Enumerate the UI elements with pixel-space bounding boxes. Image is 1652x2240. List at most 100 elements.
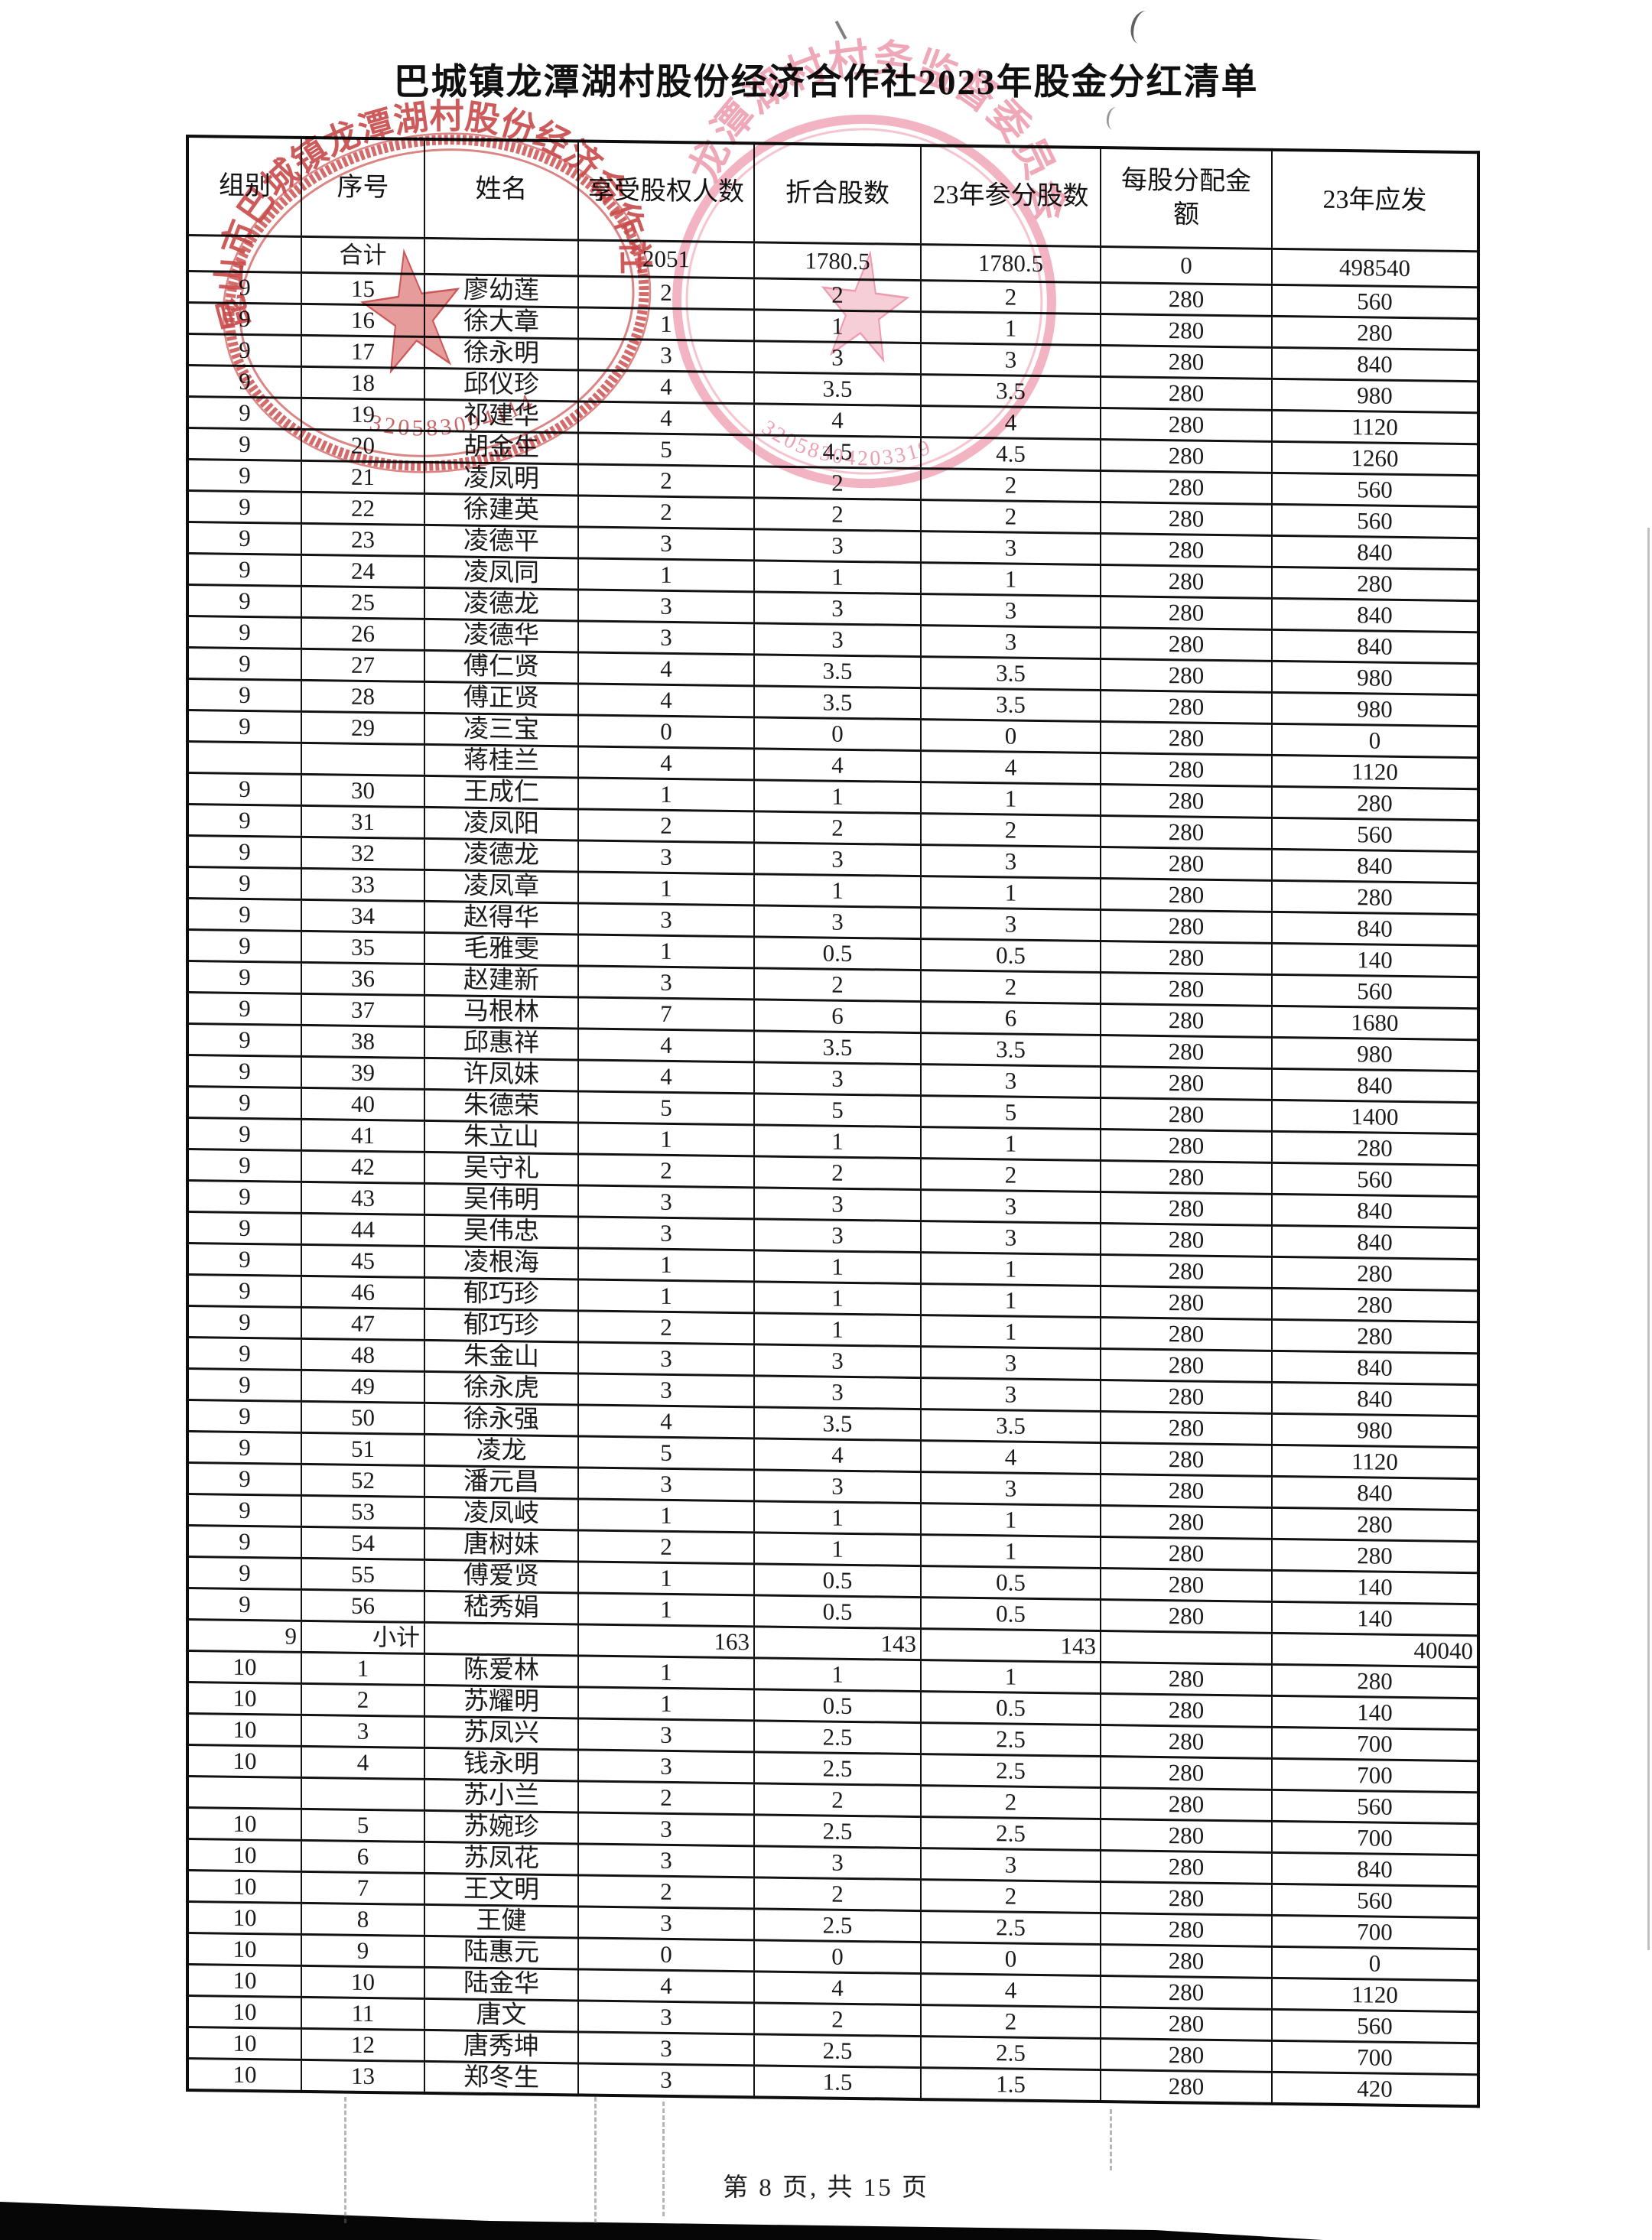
payable-cell: 140 <box>1272 1695 1478 1730</box>
serial-cell <box>301 743 424 776</box>
shares-23-cell: 3 <box>921 531 1101 565</box>
shares-23-cell: 0 <box>921 1942 1101 1976</box>
name-cell: 赵得华 <box>424 901 578 935</box>
shares-cell: 2 <box>754 1783 921 1817</box>
shares-23-cell: 1 <box>921 1283 1101 1318</box>
payable-cell: 560 <box>1272 1162 1478 1197</box>
payable-cell: 840 <box>1272 629 1478 664</box>
shares-23-cell: 2 <box>921 1785 1101 1819</box>
shares-cell: 1 <box>754 1532 921 1566</box>
holders-cell: 0 <box>578 714 754 749</box>
scan-artifact-line <box>1110 2109 1112 2170</box>
holders-cell: 2 <box>578 1874 754 1909</box>
group-cell: 9 <box>187 1086 301 1120</box>
column-header-8: 23年应发 <box>1272 149 1478 252</box>
shares-cell: 3 <box>754 623 921 657</box>
shares-cell: 4 <box>754 1971 921 2005</box>
holders-cell: 3 <box>578 1185 754 1219</box>
official-stamp-cooperative: 昆山市巴城镇龙潭湖村股份经济合作社 320583094114 <box>187 70 658 473</box>
serial-cell: 53 <box>301 1495 424 1529</box>
holders-cell: 3 <box>578 902 754 937</box>
scan-mark <box>1104 106 1125 132</box>
payable-cell: 0 <box>1272 723 1478 758</box>
shares-23-cell: 3 <box>921 907 1101 941</box>
group-cell: 9 <box>187 772 301 806</box>
group-cell: 10 <box>187 1901 301 1935</box>
per-share-cell: 280 <box>1101 1348 1272 1383</box>
holders-cell: 1 <box>578 1498 754 1533</box>
name-cell: 陆金华 <box>424 1967 578 2001</box>
payable-cell: 560 <box>1272 2009 1478 2043</box>
shares-cell: 2 <box>754 967 921 1002</box>
serial-cell: 32 <box>301 837 424 870</box>
group-cell: 10 <box>187 1995 301 2029</box>
group-cell: 9 <box>187 866 301 900</box>
per-share-cell: 280 <box>1101 502 1272 536</box>
shares-cell: 1 <box>754 1312 921 1347</box>
group-cell: 10 <box>187 1933 301 1966</box>
name-cell: 苏小兰 <box>424 1779 578 1812</box>
shares-cell: 3 <box>754 1375 921 1409</box>
serial-cell: 30 <box>301 774 424 808</box>
name-cell: 傅爱贤 <box>424 1559 578 1593</box>
shares-cell: 6 <box>754 999 921 1033</box>
serial-cell: 35 <box>301 931 424 964</box>
group-cell: 9 <box>187 1023 301 1057</box>
shares-23-cell: 1 <box>921 1503 1101 1537</box>
per-share-cell: 280 <box>1101 658 1272 693</box>
shares-23-cell: 1 <box>921 1252 1101 1286</box>
holders-cell: 3 <box>578 1216 754 1250</box>
per-share-cell: 280 <box>1101 1662 1272 1696</box>
shares-23-cell: 0 <box>921 719 1101 753</box>
group-cell: 9 <box>187 1556 301 1590</box>
payable-cell: 840 <box>1272 1194 1478 1228</box>
per-share-cell: 280 <box>1101 1725 1272 1759</box>
shares-cell: 1 <box>754 1281 921 1315</box>
serial-cell: 43 <box>301 1182 424 1215</box>
per-share-cell: 280 <box>1101 1944 1272 1978</box>
shares-cell: 1 <box>754 1500 921 1535</box>
name-cell: 凌德龙 <box>424 838 578 872</box>
name-cell: 赵建新 <box>424 964 578 997</box>
group-cell: 9 <box>187 929 301 963</box>
per-share-cell: 280 <box>1101 721 1272 756</box>
name-cell: 朱立山 <box>424 1120 578 1154</box>
per-share-cell: 280 <box>1101 815 1272 850</box>
name-cell: 凌凤岐 <box>424 1497 578 1530</box>
group-cell: 9 <box>187 1117 301 1151</box>
shares-cell: 2.5 <box>754 2034 921 2068</box>
holders-cell: 4 <box>578 1028 754 1062</box>
name-cell: 嵇秀娟 <box>424 1591 578 1624</box>
payable-cell: 560 <box>1272 974 1478 1009</box>
holders-cell: 1 <box>578 871 754 905</box>
per-share-cell: 280 <box>1101 1380 1272 1414</box>
per-share-cell: 280 <box>1101 1192 1272 1226</box>
payable-cell: 840 <box>1272 1351 1478 1385</box>
group-cell: 10 <box>187 1964 301 1998</box>
serial-cell: 27 <box>301 649 424 682</box>
group-cell: 9 <box>187 490 301 524</box>
shares-cell: 4 <box>754 1438 921 1472</box>
holders-cell: 5 <box>578 1435 754 1470</box>
group-cell: 10 <box>187 1650 301 1684</box>
payable-cell: 840 <box>1272 1476 1478 1510</box>
holders-cell: 163 <box>578 1624 754 1658</box>
shares-cell: 0.5 <box>754 1563 921 1598</box>
name-cell: 苏婉珍 <box>424 1810 578 1844</box>
per-share-cell: 280 <box>1101 1787 1272 1822</box>
per-share-cell: 280 <box>1101 376 1272 411</box>
group-cell: 10 <box>187 2027 301 2060</box>
payable-cell: 280 <box>1272 1507 1478 1542</box>
holders-cell: 1 <box>578 1279 754 1313</box>
page-title: 巴城镇龙潭湖村股份经济合作社2023年股金分红清单 <box>393 63 1259 102</box>
shares-23-cell: 4 <box>921 1973 1101 2008</box>
group-cell: 9 <box>187 584 301 618</box>
shares-23-cell: 3 <box>921 625 1101 659</box>
payable-cell: 840 <box>1272 598 1478 632</box>
group-cell: 9 <box>187 992 301 1026</box>
shares-cell: 3 <box>754 528 921 563</box>
payable-cell: 498540 <box>1272 249 1478 288</box>
serial-cell: 10 <box>301 1965 424 1999</box>
group-cell: 10 <box>187 1838 301 1872</box>
name-cell: 陆惠元 <box>424 1936 578 1969</box>
